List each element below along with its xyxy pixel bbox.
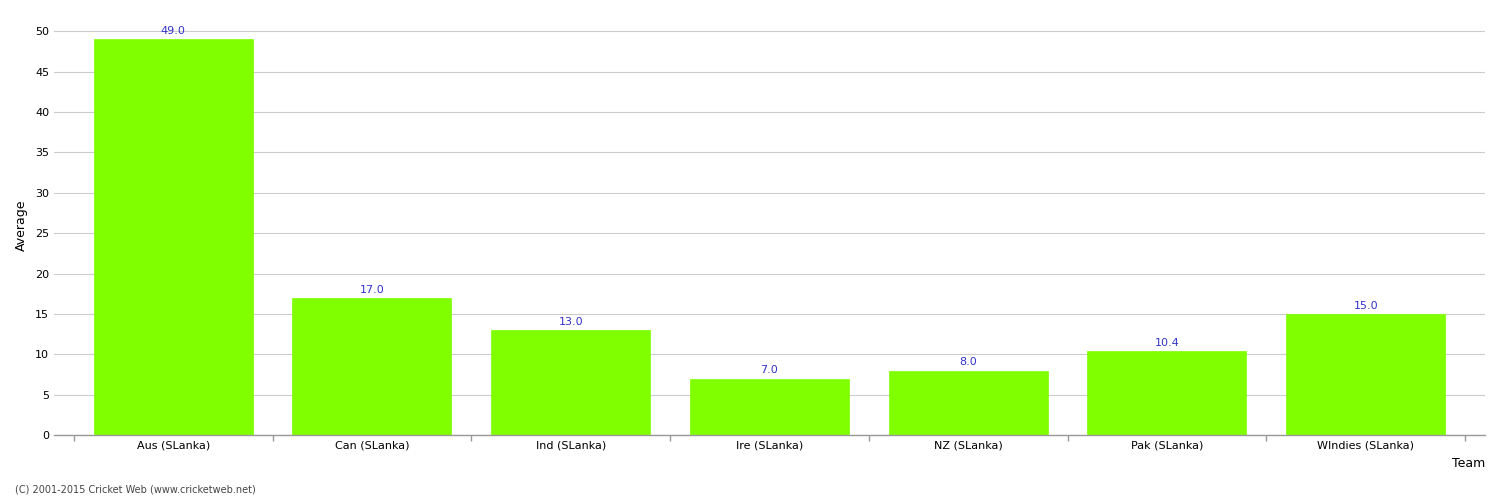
Text: 10.4: 10.4	[1155, 338, 1179, 348]
Text: (C) 2001-2015 Cricket Web (www.cricketweb.net): (C) 2001-2015 Cricket Web (www.cricketwe…	[15, 485, 255, 495]
Bar	[1088, 351, 1246, 435]
Text: 49.0: 49.0	[160, 26, 186, 36]
Text: 8.0: 8.0	[960, 358, 976, 368]
Text: 15.0: 15.0	[1353, 301, 1378, 311]
Text: 13.0: 13.0	[558, 317, 584, 327]
Bar	[1286, 314, 1444, 435]
Bar	[292, 298, 452, 435]
Text: 7.0: 7.0	[760, 366, 778, 376]
Bar	[93, 39, 252, 435]
Text: 17.0: 17.0	[360, 284, 384, 294]
Bar	[490, 330, 650, 435]
X-axis label: Team: Team	[1452, 457, 1485, 470]
Bar	[888, 370, 1047, 435]
Bar	[690, 378, 849, 435]
Y-axis label: Average: Average	[15, 200, 28, 251]
